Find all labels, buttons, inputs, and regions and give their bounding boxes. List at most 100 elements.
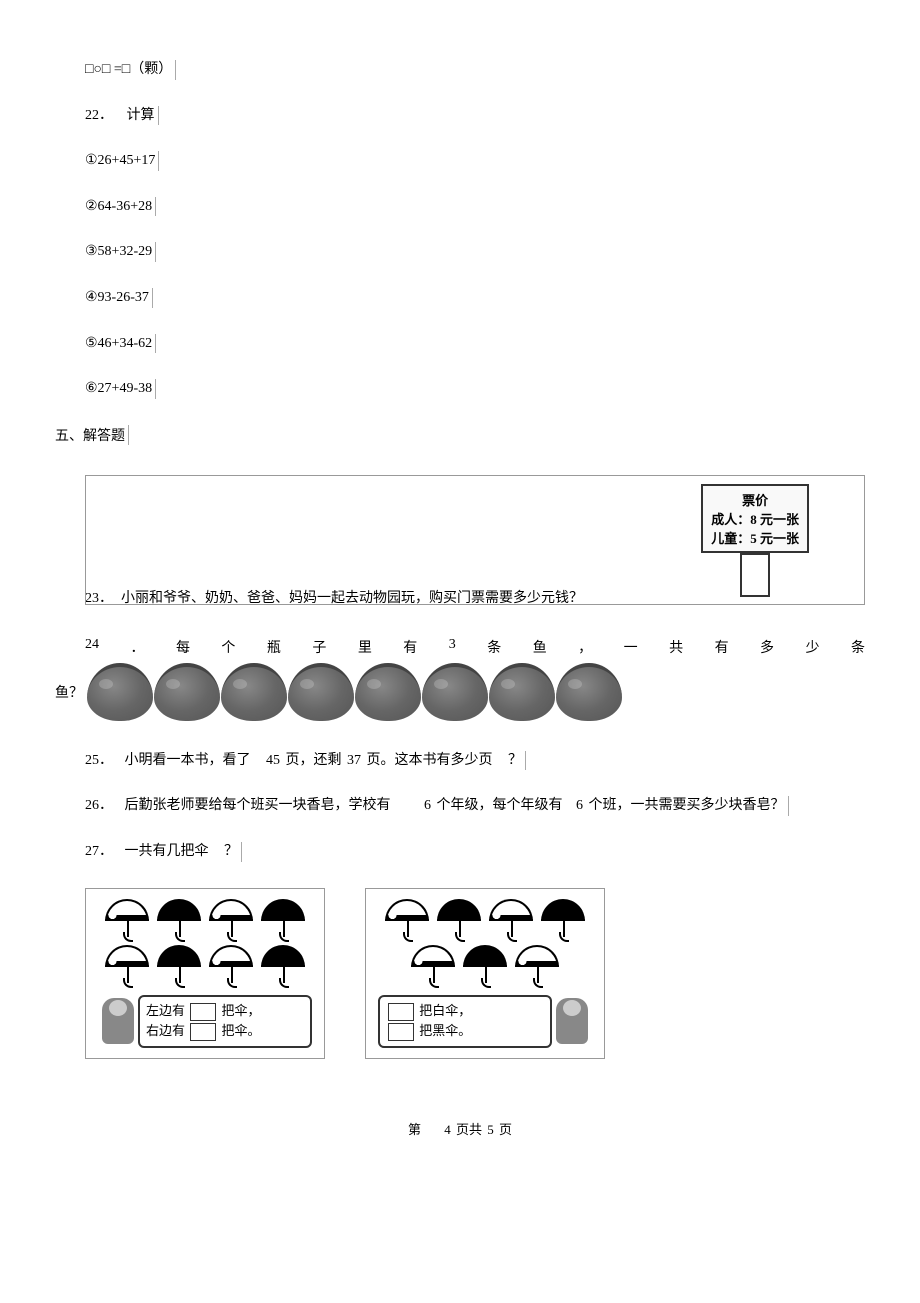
q24-w0: 每 (176, 637, 190, 657)
q22-expression: ②64-36+28 (85, 197, 156, 217)
umbrella-icon (541, 899, 585, 941)
q21-tail: □○□ =□（颗） (85, 60, 865, 80)
q22-expression: ③58+32-29 (85, 242, 156, 262)
q22-number: 22． (85, 108, 113, 123)
q24-w13: 多 (760, 637, 774, 657)
blank-box[interactable] (388, 1003, 414, 1021)
fish-bowl (422, 663, 488, 721)
footer-label: 第 (408, 1122, 421, 1137)
q23-scene: 票价 成人：8 元一张 儿童：5 元一张 (85, 475, 865, 605)
q24-w7: 条 (487, 637, 501, 657)
q24-tail: 鱼？ (55, 682, 83, 702)
q26-n2: 6 (576, 798, 583, 813)
q24-w5: 有 (403, 637, 417, 657)
q24-w6: 3 (449, 637, 456, 657)
q22-title-row: 22． 计算 (85, 106, 865, 126)
q22-item: ⑤46+34-62 (85, 334, 865, 354)
q24-w1: 个 (221, 637, 235, 657)
left-l1a: 左边有 (146, 1003, 185, 1018)
q25-n1: 45 (266, 753, 280, 768)
q25-row: 25． 小明看一本书，看了 45 页，还剩 37 页。这本书有多少页 ？ (85, 751, 865, 771)
q25-mid: 页，还剩 (286, 753, 342, 768)
price-board: 票价 成人：8 元一张 儿童：5 元一张 (701, 484, 809, 553)
section5-text: 五、解答题 (55, 425, 129, 445)
fish-bowl (288, 663, 354, 721)
fish-bowl (489, 663, 555, 721)
fish-bowl (154, 663, 220, 721)
q24-w10: 一 (624, 637, 638, 657)
fish-bowl (556, 663, 622, 721)
q26-tail: 个班，一共需要买多少块香皂？ (589, 796, 789, 816)
right-l2: 把黑伞。 (419, 1023, 471, 1038)
child-icon-boy (102, 998, 134, 1044)
q24-number: 24 (85, 637, 99, 657)
q27-qm: ？ (224, 842, 242, 862)
blank-box[interactable] (388, 1023, 414, 1041)
umbrella-icon (157, 899, 201, 941)
answer-right: 把白伞， 把黑伞。 (378, 995, 592, 1049)
umbrella-right-group: 把白伞， 把黑伞。 (365, 888, 605, 1060)
q22-item: ①26+45+17 (85, 151, 865, 171)
fish-bowl (221, 663, 287, 721)
q25-qm: ？ (508, 751, 526, 771)
q26-row: 26． 后勤张老师要给每个班买一块香皂，学校有 6 个年级，每个年级有 6 个班… (85, 796, 865, 816)
q22-expression: ⑤46+34-62 (85, 334, 156, 354)
left-l1b: 把伞， (222, 1003, 261, 1018)
answer-card-left: 左边有 把伞， 右边有 把伞。 (138, 995, 312, 1049)
page-footer: 第 4 页共 5 页 (55, 1119, 865, 1138)
answer-left: 左边有 把伞， 右边有 把伞。 (98, 995, 312, 1049)
umbrella-icon (261, 899, 305, 941)
q22-expression: ④93-26-37 (85, 288, 153, 308)
q24-w9: ， (578, 637, 592, 657)
q24-w12: 有 (715, 637, 729, 657)
q24-w3: 子 (312, 637, 326, 657)
umbrella-icon (209, 945, 253, 987)
footer-page: 4 (444, 1122, 451, 1137)
umbrella-icon (515, 945, 559, 987)
umbrella-section: 左边有 把伞， 右边有 把伞。 把白伞， (85, 888, 865, 1060)
q21-expression: □○□ =□（颗） (85, 60, 176, 80)
umbrella-icon (489, 899, 533, 941)
fish-bowl (87, 663, 153, 721)
q26-mid: 个年级，每个年级有 (437, 798, 563, 813)
q22-expression: ①26+45+17 (85, 151, 159, 171)
q22-item: ②64-36+28 (85, 197, 865, 217)
q24-fish-row: 鱼？ (55, 663, 865, 721)
q25-tail: 页。这本书有多少页 (367, 753, 493, 768)
q26-n1: 6 (424, 798, 431, 813)
q24-dot: ． (130, 637, 144, 657)
q24-w14: 少 (806, 637, 820, 657)
umbrella-icon (463, 945, 507, 987)
q22-item: ③58+32-29 (85, 242, 865, 262)
left-l2a: 右边有 (146, 1023, 185, 1038)
umbrella-icon (385, 899, 429, 941)
q27-text: 一共有几把伞 (125, 844, 209, 859)
q22-title: 计算 (127, 106, 159, 126)
umbrella-icon (209, 899, 253, 941)
price-adult: 成人：8 元一张 (711, 509, 799, 528)
price-pole (740, 553, 770, 597)
q25-number: 25． (85, 753, 113, 768)
q22-item: ④93-26-37 (85, 288, 865, 308)
q24-w4: 里 (358, 637, 372, 657)
blank-box[interactable] (190, 1003, 216, 1021)
q24-w2: 瓶 (267, 637, 281, 657)
price-title: 票价 (711, 490, 799, 509)
blank-box[interactable] (190, 1023, 216, 1041)
umbrella-icon (437, 899, 481, 941)
q24-text-row: 24 ． 每 个 瓶 子 里 有 3 条 鱼 ， 一 共 有 多 少 条 (85, 637, 865, 657)
umbrella-icon (105, 945, 149, 987)
section-5-title: 五、解答题 (55, 425, 865, 445)
q25-n2: 37 (347, 753, 361, 768)
answer-card-right: 把白伞， 把黑伞。 (378, 995, 552, 1049)
umbrella-icon (157, 945, 201, 987)
price-child: 儿童：5 元一张 (711, 528, 799, 547)
umbrella-icon (105, 899, 149, 941)
q24-w8: 鱼 (533, 637, 547, 657)
fish-bowl (355, 663, 421, 721)
q25-text1: 小明看一本书，看了 (125, 753, 251, 768)
child-icon-girl (556, 998, 588, 1044)
q26-number: 26． (85, 798, 113, 813)
footer-tail: 页 (499, 1122, 512, 1137)
q24-w15: 条 (851, 637, 865, 657)
